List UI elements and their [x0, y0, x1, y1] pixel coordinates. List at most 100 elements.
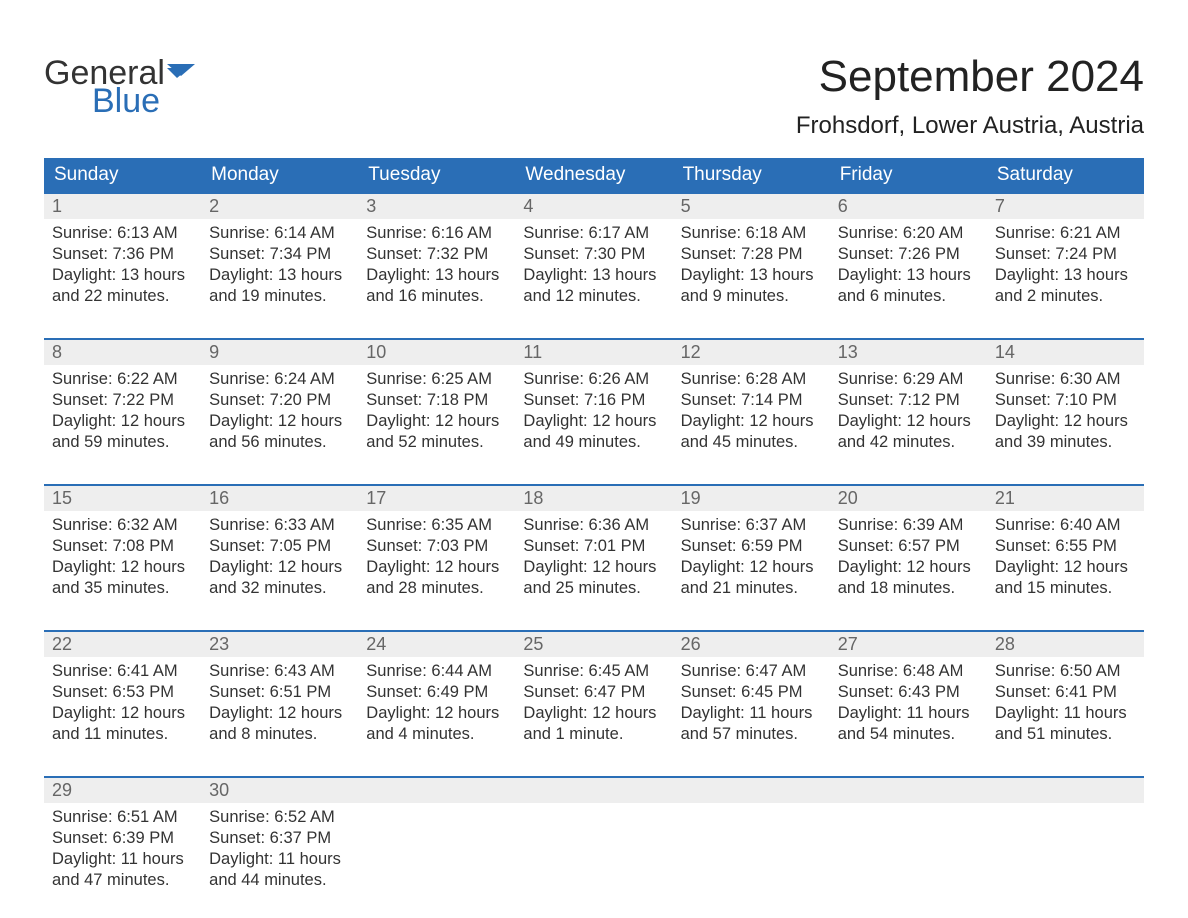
day-number: 15 [44, 486, 201, 511]
daylight-text: Daylight: 12 hours and 11 minutes. [52, 703, 193, 745]
day-content: Sunrise: 6:26 AMSunset: 7:16 PMDaylight:… [515, 365, 672, 461]
sunrise-text: Sunrise: 6:26 AM [523, 369, 664, 390]
week-spacer [44, 613, 1144, 631]
day-number: 12 [673, 340, 830, 365]
daylight-text: Daylight: 12 hours and 39 minutes. [995, 411, 1136, 453]
day-header: Saturday [987, 158, 1144, 193]
day-number: 29 [44, 778, 201, 803]
day-number: 19 [673, 486, 830, 511]
day-number: 13 [830, 340, 987, 365]
day-number: 27 [830, 632, 987, 657]
day-content: Sunrise: 6:48 AMSunset: 6:43 PMDaylight:… [830, 657, 987, 753]
sunset-text: Sunset: 6:45 PM [681, 682, 822, 703]
calendar-cell: 22Sunrise: 6:41 AMSunset: 6:53 PMDayligh… [44, 631, 201, 759]
sunrise-text: Sunrise: 6:45 AM [523, 661, 664, 682]
daylight-text: Daylight: 12 hours and 49 minutes. [523, 411, 664, 453]
day-number: 28 [987, 632, 1144, 657]
calendar-cell: 13Sunrise: 6:29 AMSunset: 7:12 PMDayligh… [830, 339, 987, 467]
daylight-text: Daylight: 12 hours and 35 minutes. [52, 557, 193, 599]
day-number: 9 [201, 340, 358, 365]
sunrise-text: Sunrise: 6:30 AM [995, 369, 1136, 390]
day-number: 7 [987, 194, 1144, 219]
calendar-cell: 3Sunrise: 6:16 AMSunset: 7:32 PMDaylight… [358, 193, 515, 321]
sunrise-text: Sunrise: 6:36 AM [523, 515, 664, 536]
day-content: Sunrise: 6:22 AMSunset: 7:22 PMDaylight:… [44, 365, 201, 461]
sunset-text: Sunset: 6:47 PM [523, 682, 664, 703]
calendar-cell: 29Sunrise: 6:51 AMSunset: 6:39 PMDayligh… [44, 777, 201, 905]
sunset-text: Sunset: 7:32 PM [366, 244, 507, 265]
daylight-text: Daylight: 13 hours and 12 minutes. [523, 265, 664, 307]
sunrise-text: Sunrise: 6:14 AM [209, 223, 350, 244]
day-content: Sunrise: 6:36 AMSunset: 7:01 PMDaylight:… [515, 511, 672, 607]
day-header: Wednesday [515, 158, 672, 193]
sunrise-text: Sunrise: 6:24 AM [209, 369, 350, 390]
day-content: Sunrise: 6:35 AMSunset: 7:03 PMDaylight:… [358, 511, 515, 607]
day-content: Sunrise: 6:17 AMSunset: 7:30 PMDaylight:… [515, 219, 672, 315]
day-content: Sunrise: 6:43 AMSunset: 6:51 PMDaylight:… [201, 657, 358, 753]
calendar-cell: 2Sunrise: 6:14 AMSunset: 7:34 PMDaylight… [201, 193, 358, 321]
sunrise-text: Sunrise: 6:43 AM [209, 661, 350, 682]
sunset-text: Sunset: 6:41 PM [995, 682, 1136, 703]
calendar-cell: 7Sunrise: 6:21 AMSunset: 7:24 PMDaylight… [987, 193, 1144, 321]
daylight-text: Daylight: 12 hours and 4 minutes. [366, 703, 507, 745]
day-number: 11 [515, 340, 672, 365]
sunset-text: Sunset: 6:59 PM [681, 536, 822, 557]
day-content: Sunrise: 6:47 AMSunset: 6:45 PMDaylight:… [673, 657, 830, 753]
daylight-text: Daylight: 12 hours and 56 minutes. [209, 411, 350, 453]
day-header-row: Sunday Monday Tuesday Wednesday Thursday… [44, 158, 1144, 193]
daylight-text: Daylight: 12 hours and 18 minutes. [838, 557, 979, 599]
day-number: 18 [515, 486, 672, 511]
empty-day [515, 778, 672, 803]
sunset-text: Sunset: 7:08 PM [52, 536, 193, 557]
calendar-cell: 5Sunrise: 6:18 AMSunset: 7:28 PMDaylight… [673, 193, 830, 321]
calendar-week-row: 15Sunrise: 6:32 AMSunset: 7:08 PMDayligh… [44, 485, 1144, 613]
empty-day [358, 778, 515, 803]
day-header: Sunday [44, 158, 201, 193]
daylight-text: Daylight: 13 hours and 6 minutes. [838, 265, 979, 307]
day-content: Sunrise: 6:44 AMSunset: 6:49 PMDaylight:… [358, 657, 515, 753]
sunrise-text: Sunrise: 6:33 AM [209, 515, 350, 536]
sunrise-text: Sunrise: 6:51 AM [52, 807, 193, 828]
sunset-text: Sunset: 6:39 PM [52, 828, 193, 849]
day-content: Sunrise: 6:24 AMSunset: 7:20 PMDaylight:… [201, 365, 358, 461]
calendar-week-row: 29Sunrise: 6:51 AMSunset: 6:39 PMDayligh… [44, 777, 1144, 905]
day-number: 2 [201, 194, 358, 219]
daylight-text: Daylight: 11 hours and 47 minutes. [52, 849, 193, 891]
sunset-text: Sunset: 7:14 PM [681, 390, 822, 411]
sunset-text: Sunset: 6:49 PM [366, 682, 507, 703]
sunrise-text: Sunrise: 6:25 AM [366, 369, 507, 390]
sunrise-text: Sunrise: 6:35 AM [366, 515, 507, 536]
day-content: Sunrise: 6:29 AMSunset: 7:12 PMDaylight:… [830, 365, 987, 461]
sunset-text: Sunset: 6:51 PM [209, 682, 350, 703]
empty-day [673, 778, 830, 803]
calendar-cell: 15Sunrise: 6:32 AMSunset: 7:08 PMDayligh… [44, 485, 201, 613]
day-content: Sunrise: 6:32 AMSunset: 7:08 PMDaylight:… [44, 511, 201, 607]
daylight-text: Daylight: 12 hours and 59 minutes. [52, 411, 193, 453]
day-content: Sunrise: 6:40 AMSunset: 6:55 PMDaylight:… [987, 511, 1144, 607]
calendar-cell [987, 777, 1144, 905]
calendar-cell: 14Sunrise: 6:30 AMSunset: 7:10 PMDayligh… [987, 339, 1144, 467]
calendar-cell: 21Sunrise: 6:40 AMSunset: 6:55 PMDayligh… [987, 485, 1144, 613]
sunrise-text: Sunrise: 6:17 AM [523, 223, 664, 244]
daylight-text: Daylight: 13 hours and 9 minutes. [681, 265, 822, 307]
day-content: Sunrise: 6:25 AMSunset: 7:18 PMDaylight:… [358, 365, 515, 461]
day-number: 21 [987, 486, 1144, 511]
sunset-text: Sunset: 7:20 PM [209, 390, 350, 411]
sunset-text: Sunset: 7:30 PM [523, 244, 664, 265]
day-content: Sunrise: 6:39 AMSunset: 6:57 PMDaylight:… [830, 511, 987, 607]
brand-logo: General Blue [44, 56, 195, 118]
daylight-text: Daylight: 12 hours and 32 minutes. [209, 557, 350, 599]
sunrise-text: Sunrise: 6:39 AM [838, 515, 979, 536]
sunset-text: Sunset: 7:10 PM [995, 390, 1136, 411]
day-number: 30 [201, 778, 358, 803]
sunrise-text: Sunrise: 6:20 AM [838, 223, 979, 244]
calendar-cell: 30Sunrise: 6:52 AMSunset: 6:37 PMDayligh… [201, 777, 358, 905]
day-content: Sunrise: 6:41 AMSunset: 6:53 PMDaylight:… [44, 657, 201, 753]
calendar-cell: 9Sunrise: 6:24 AMSunset: 7:20 PMDaylight… [201, 339, 358, 467]
day-number: 23 [201, 632, 358, 657]
sunrise-text: Sunrise: 6:16 AM [366, 223, 507, 244]
daylight-text: Daylight: 12 hours and 25 minutes. [523, 557, 664, 599]
day-content: Sunrise: 6:51 AMSunset: 6:39 PMDaylight:… [44, 803, 201, 899]
sunset-text: Sunset: 7:01 PM [523, 536, 664, 557]
daylight-text: Daylight: 12 hours and 45 minutes. [681, 411, 822, 453]
